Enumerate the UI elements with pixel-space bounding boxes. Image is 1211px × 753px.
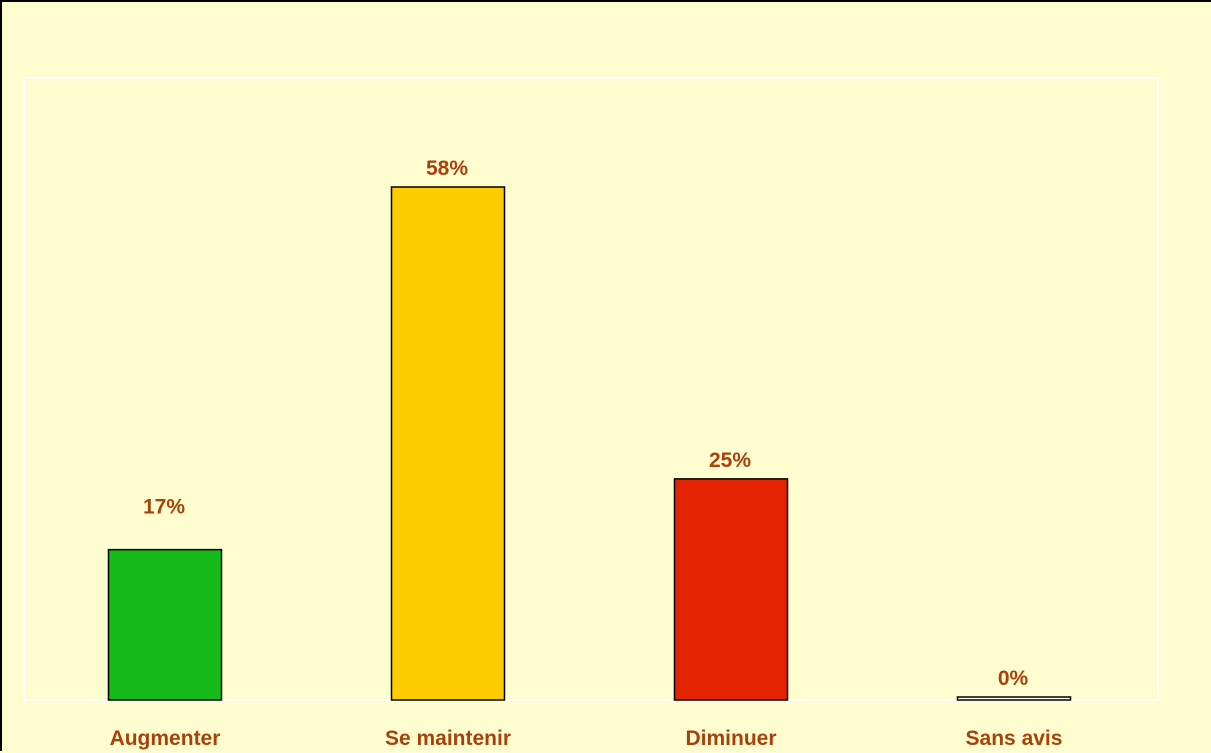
category-label: Augmenter [110, 727, 221, 750]
bar-sans-avis [956, 696, 1072, 701]
labels-layer: 17% Augmenter 58% Se maintenir 25% Diminuer 0%… [110, 157, 1063, 750]
value-label: 17% [143, 496, 185, 519]
category-label: Se maintenir [385, 727, 511, 750]
bar-diminuer [673, 478, 789, 701]
bar-se-maintenir [390, 186, 506, 701]
bar-augmenter [107, 548, 223, 701]
value-label: 0% [998, 667, 1029, 690]
category-label: Diminuer [685, 727, 776, 750]
value-label: 25% [709, 449, 751, 472]
plot-area [23, 77, 1159, 701]
value-label: 58% [426, 157, 468, 180]
category-label: Sans avis [966, 727, 1063, 750]
bars-layer [107, 186, 1072, 701]
